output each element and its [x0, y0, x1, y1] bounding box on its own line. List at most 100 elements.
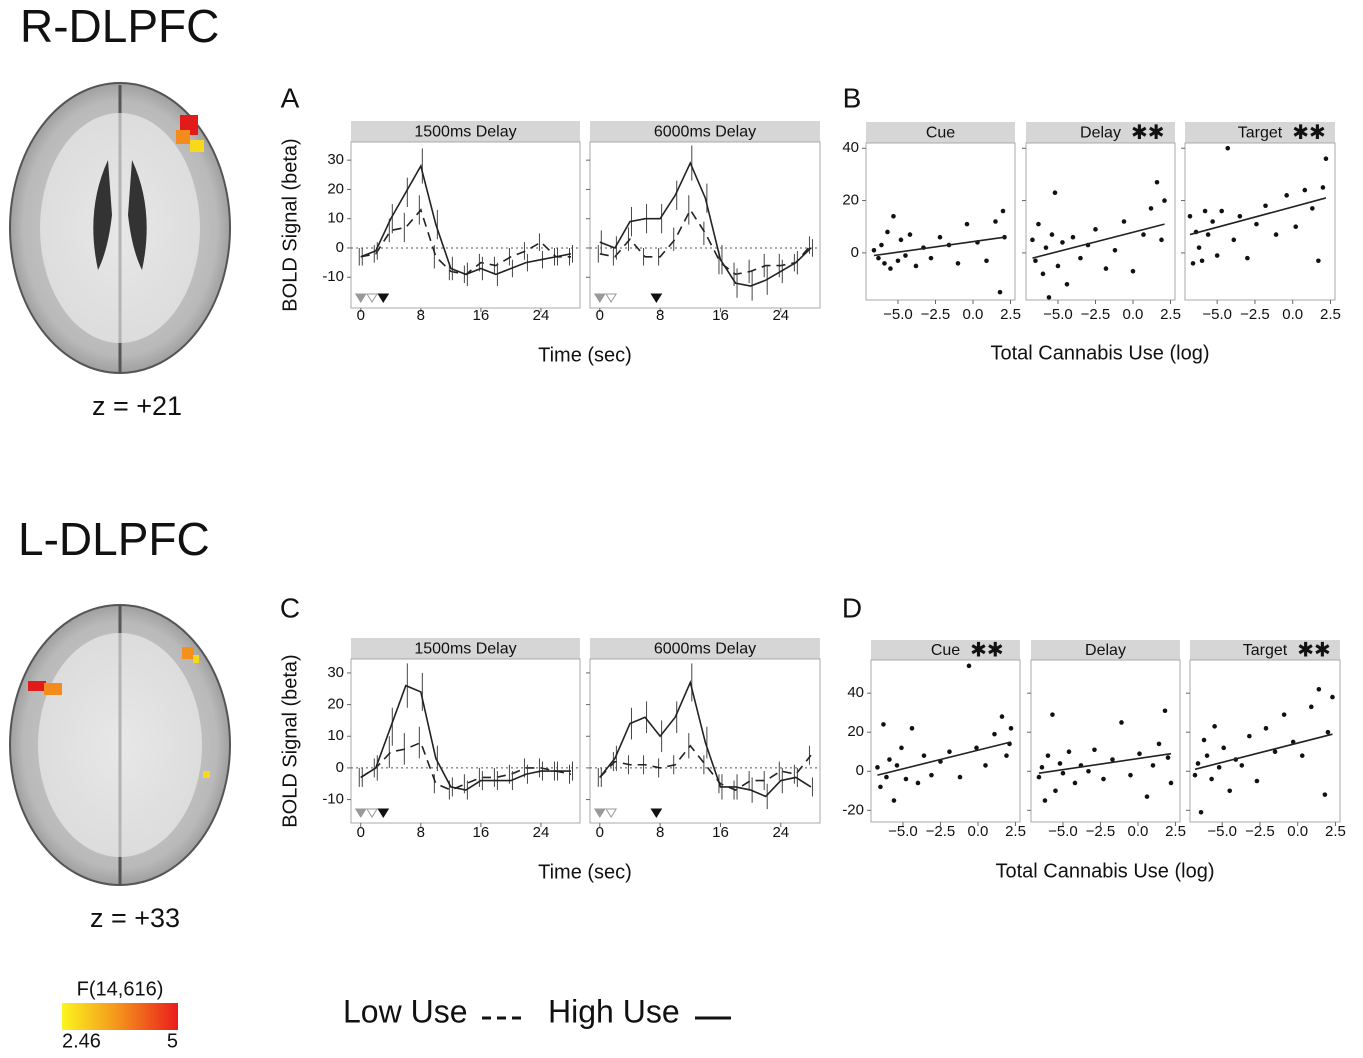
scatter-point: [1323, 792, 1328, 797]
x-tick-label: 0.0: [968, 823, 989, 840]
scatter-point: [1046, 753, 1051, 758]
figure: R-DLPFC L-DLPFC z = +21 z = +33 F(14,616…: [0, 0, 1363, 1053]
scatter-point: [1050, 712, 1055, 717]
scatter-point: [1326, 730, 1331, 735]
scatter-point: [1247, 734, 1252, 739]
scatter-point: [1033, 258, 1038, 263]
scatter-point: [1169, 781, 1174, 786]
x-tick-label: 0: [596, 824, 604, 841]
scatter-point: [1324, 156, 1329, 161]
scatter-point: [1215, 253, 1220, 258]
scatter-point: [899, 746, 904, 751]
x-tick-label: −2.5: [1081, 306, 1111, 323]
scatter-point: [1309, 705, 1314, 710]
scatter-point: [1221, 746, 1226, 751]
x-tick-label: −5.0: [888, 823, 918, 840]
x-tick-label: 8: [417, 824, 425, 841]
scatter-point: [1212, 724, 1217, 729]
y-tick-label: 20: [327, 180, 344, 197]
scatter-point: [1104, 266, 1109, 271]
x-tick-label: −2.5: [1086, 823, 1116, 840]
x-tick-label: 0.0: [963, 306, 984, 323]
scatter-point: [1061, 771, 1066, 776]
scatter-point: [1073, 781, 1078, 786]
scatter-point: [1264, 726, 1269, 731]
scatter-point: [1030, 238, 1035, 243]
scatter-point: [993, 219, 998, 224]
scatter-point: [899, 238, 904, 243]
panel-letter: C: [280, 592, 300, 623]
y-tick-label: 40: [847, 684, 864, 701]
scatter-point: [1101, 777, 1106, 782]
scatter-point: [1193, 773, 1198, 778]
scatter-point: [1128, 773, 1133, 778]
scatter-point: [879, 243, 884, 248]
scatter-point: [908, 232, 913, 237]
x-tick-label: −2.5: [1245, 823, 1275, 840]
x-axis-label: Total Cannabis Use (log): [996, 860, 1215, 882]
x-tick-label: 2.5: [1320, 306, 1341, 323]
plot-area: [1190, 660, 1340, 822]
scatter-point: [1284, 193, 1289, 198]
plot-area: [351, 142, 580, 308]
plot-area: [1026, 143, 1175, 300]
scatter-point: [1137, 751, 1142, 756]
scatter-point: [967, 664, 972, 669]
y-tick-label: 0: [336, 759, 344, 776]
scatter-point: [1058, 761, 1063, 766]
scatter-point: [1273, 749, 1278, 754]
scatter-point: [1092, 747, 1097, 752]
y-tick-label: 20: [842, 192, 859, 209]
y-tick-label: 20: [847, 723, 864, 740]
panel-letter: B: [843, 82, 862, 113]
x-tick-label: 2.5: [1000, 306, 1021, 323]
scatter-point: [1245, 256, 1250, 261]
scatter-point: [1151, 763, 1156, 768]
scatter-point: [984, 258, 989, 263]
scatter-point: [1050, 232, 1055, 237]
scatter-point: [1093, 227, 1098, 232]
scatter-point: [1240, 763, 1245, 768]
scatter-point: [922, 753, 927, 758]
x-tick-label: 8: [417, 307, 425, 324]
plot-area: [1185, 143, 1335, 300]
scatter-point: [903, 253, 908, 258]
brain-slice: [10, 83, 230, 373]
region-title: L-DLPFC: [18, 513, 210, 565]
x-tick-label: 16: [473, 307, 490, 324]
scatter-point: [1317, 687, 1322, 692]
scatter-point: [1166, 755, 1171, 760]
scatter-point: [1254, 222, 1259, 227]
facet-title: Cue: [931, 642, 960, 659]
scatter-point: [929, 773, 934, 778]
facet-title: Cue: [926, 125, 955, 142]
scatter-point: [1206, 232, 1211, 237]
scatter-point: [1255, 779, 1260, 784]
scatter-point: [1036, 222, 1041, 227]
x-tick-label: 24: [533, 307, 550, 324]
facet-title: 1500ms Delay: [414, 124, 516, 141]
scatter-point: [895, 763, 900, 768]
scatter-point: [1274, 232, 1279, 237]
scatter-point: [1321, 185, 1326, 190]
scatter-point: [1131, 269, 1136, 274]
y-tick-label: 30: [327, 151, 344, 168]
scatter-point: [983, 763, 988, 768]
scatter-point: [1056, 264, 1061, 269]
scatter-point: [1293, 224, 1298, 229]
scatter-point: [1037, 775, 1042, 780]
facet-title: Delay: [1085, 642, 1126, 659]
scatter-point: [958, 775, 963, 780]
scatter-point: [1330, 695, 1335, 700]
scatter-point: [1210, 219, 1215, 224]
significance-marker: ✱✱: [1297, 639, 1331, 661]
scatter-point: [1155, 180, 1160, 185]
scatter-point: [1065, 282, 1070, 287]
colorbar-label: F(14,616): [77, 978, 164, 1000]
x-tick-label: 16: [712, 824, 729, 841]
scatter-point: [888, 266, 893, 271]
scatter-point: [1202, 738, 1207, 743]
facet-title: Target: [1238, 125, 1283, 142]
scatter-point: [878, 785, 883, 790]
x-tick-label: 0.0: [1287, 823, 1308, 840]
